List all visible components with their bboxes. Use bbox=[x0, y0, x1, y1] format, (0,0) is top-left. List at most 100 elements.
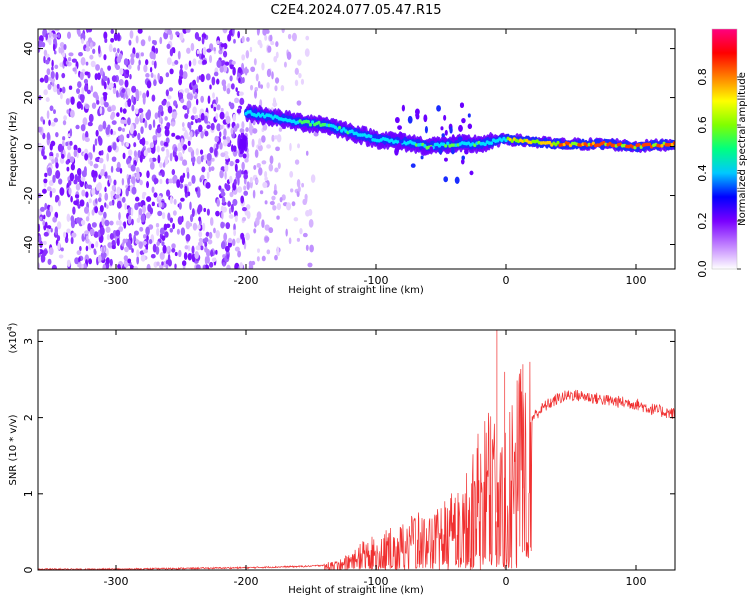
spectrogram-cell bbox=[117, 126, 122, 132]
spectrogram-cell bbox=[133, 265, 139, 269]
spectrogram-cell bbox=[224, 245, 230, 252]
ridge-blob bbox=[451, 134, 455, 143]
spectrogram-cell bbox=[239, 97, 245, 106]
spectrogram-cell bbox=[179, 68, 184, 77]
spectrogram-cell bbox=[151, 201, 155, 207]
spectrogram-cell bbox=[162, 244, 167, 254]
spectrogram-cell bbox=[115, 220, 120, 226]
spectrogram-cell bbox=[100, 168, 105, 175]
spectrogram-cell bbox=[237, 250, 242, 258]
ridge-blob bbox=[429, 146, 434, 152]
spectrogram-cell bbox=[248, 263, 254, 269]
spectrogram-cell bbox=[222, 29, 228, 34]
spectrogram-cell bbox=[268, 163, 274, 172]
spectrogram-cell bbox=[83, 206, 90, 214]
colorbar-tick-label: 0.6 bbox=[696, 116, 709, 134]
spectrogram-cell bbox=[66, 109, 70, 114]
spectrogram-cell bbox=[81, 87, 85, 95]
spectrogram-cell bbox=[95, 129, 99, 137]
spectrogram-cell bbox=[80, 219, 86, 226]
spectrogram-cell bbox=[79, 71, 84, 81]
spectrogram-cell bbox=[89, 41, 93, 50]
colorbar-tick-label: 0.2 bbox=[696, 212, 709, 230]
spectrogram-cell bbox=[161, 261, 164, 266]
spectrogram-cell bbox=[93, 231, 99, 238]
spectrogram-y-ticks: -40 -20 0 20 40 bbox=[22, 42, 675, 253]
spectrogram-cell bbox=[239, 128, 245, 134]
ridge-blob bbox=[451, 148, 455, 155]
ridge-blob bbox=[467, 113, 471, 118]
spectrogram-cell bbox=[243, 185, 247, 191]
spectrogram-cell bbox=[280, 84, 285, 92]
spectrogram-cell bbox=[84, 230, 90, 235]
spectrogram-cell bbox=[113, 32, 118, 41]
spectrogram-cell bbox=[215, 230, 220, 239]
spectrogram-cell bbox=[85, 216, 90, 222]
spectrogram-cell bbox=[188, 123, 192, 131]
spectrogram-cell bbox=[85, 46, 91, 52]
spectrogram-cell bbox=[249, 46, 253, 53]
spectrogram-cell bbox=[305, 35, 310, 41]
spectrogram-cell bbox=[89, 228, 95, 236]
spectrogram-cell bbox=[129, 30, 134, 39]
spectrogram-cell bbox=[185, 29, 191, 33]
spectrogram-cell bbox=[153, 192, 158, 198]
spectrogram-cell bbox=[205, 73, 211, 81]
spectrogram-cell bbox=[239, 262, 244, 269]
spectrogram-cell bbox=[79, 199, 85, 207]
ridge-core bbox=[660, 143, 664, 148]
ridge-blob bbox=[461, 155, 466, 161]
spectrogram-cell bbox=[84, 137, 90, 143]
spectrogram-cell bbox=[104, 219, 110, 227]
spectrogram-cell bbox=[198, 237, 203, 243]
ridge-core bbox=[548, 140, 552, 145]
spectrogram-cell bbox=[236, 237, 241, 244]
spectrogram-cell bbox=[254, 149, 259, 158]
ridge-core bbox=[672, 141, 675, 145]
spectrogram-cell bbox=[167, 253, 171, 262]
spectrogram-cell bbox=[119, 167, 123, 174]
spectrogram-cell bbox=[121, 178, 125, 186]
spectrogram-cell bbox=[300, 78, 305, 85]
spectrogram-cell bbox=[143, 149, 148, 157]
spectrogram-cell bbox=[278, 127, 283, 132]
spectrogram-cell bbox=[307, 262, 313, 268]
ridge-blob bbox=[444, 129, 448, 136]
spectrogram-cell bbox=[68, 52, 74, 57]
spectrogram-cell bbox=[210, 166, 215, 172]
spectrogram-cell bbox=[67, 144, 72, 151]
spectrogram-cell bbox=[89, 54, 94, 60]
spectrogram-cell bbox=[243, 173, 249, 180]
snr-series-line bbox=[38, 330, 675, 570]
spectrogram-cell bbox=[63, 115, 68, 121]
spectrogram-cell bbox=[143, 234, 147, 239]
spectrogram-cell bbox=[84, 103, 90, 110]
spectrogram-cell bbox=[156, 126, 162, 134]
ridge-core bbox=[306, 119, 310, 124]
spectrogram-cell bbox=[257, 39, 262, 46]
ridge-core bbox=[308, 122, 313, 127]
spectrogram-cell bbox=[162, 162, 166, 168]
spectrogram-cell bbox=[194, 209, 198, 216]
spectrogram-cell bbox=[289, 171, 294, 178]
spectrogram-cell bbox=[103, 101, 109, 108]
spectrogram-cell bbox=[66, 166, 70, 172]
spectrogram-cell bbox=[144, 140, 149, 145]
spectrogram-cell bbox=[146, 263, 151, 269]
spectrogram-cell bbox=[184, 88, 190, 94]
spectrogram-cell bbox=[54, 226, 58, 236]
spectrogram-plot-area bbox=[38, 29, 675, 269]
spectrogram-cell bbox=[124, 203, 128, 210]
spectrogram-cell bbox=[116, 200, 122, 209]
spectrogram-cell bbox=[110, 29, 114, 34]
spectrogram-cell bbox=[111, 185, 116, 191]
spectrogram-cell bbox=[149, 161, 155, 170]
spectrogram-cell bbox=[186, 107, 190, 115]
spectrogram-cell bbox=[156, 227, 160, 236]
spectrogram-cell bbox=[58, 254, 64, 259]
spectrogram-cell bbox=[228, 237, 233, 244]
y-tick-label: -20 bbox=[22, 187, 35, 205]
spectrogram-cell bbox=[212, 92, 215, 99]
spectrogram-cell bbox=[51, 264, 57, 269]
ridge-core bbox=[248, 109, 252, 114]
